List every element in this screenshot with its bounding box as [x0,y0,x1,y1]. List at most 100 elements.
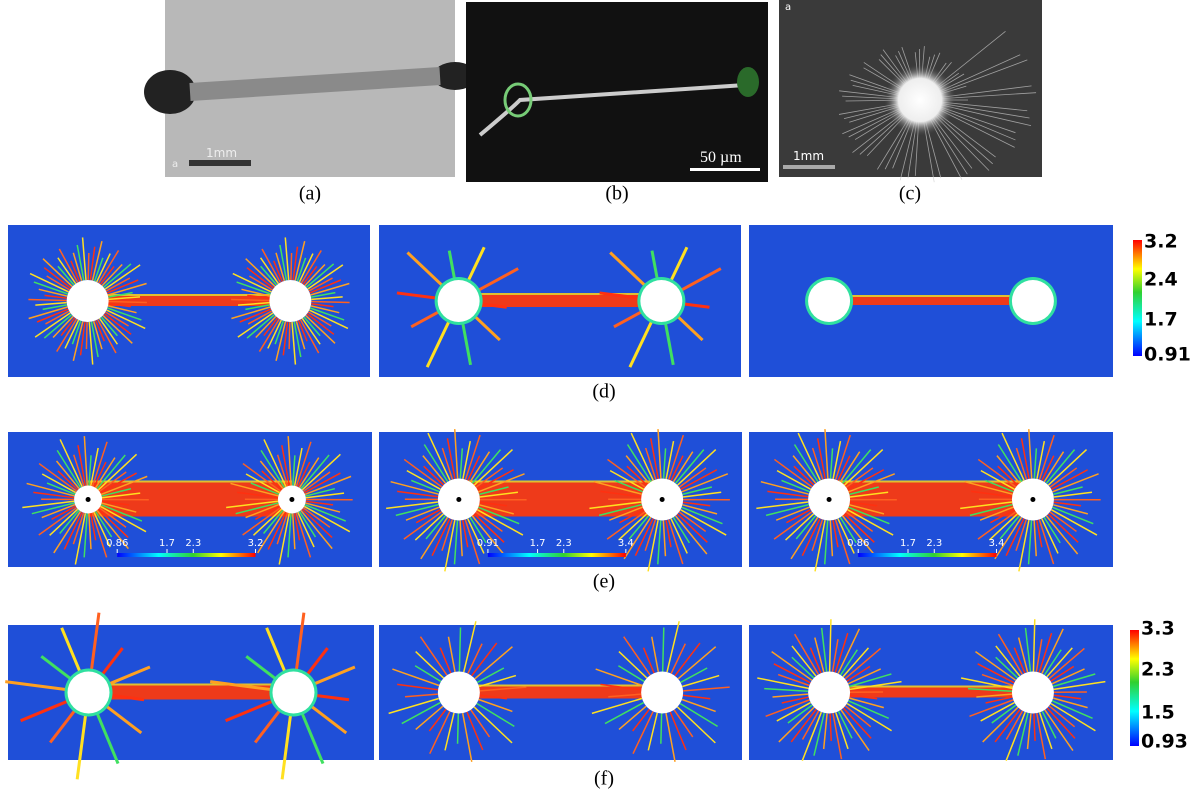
sim-ray [470,709,491,738]
sim-ray [994,516,1023,560]
sim-bridge-edge [829,480,1033,483]
sim-ray [479,501,508,507]
sim-ray [28,298,67,302]
sim-ray [776,701,811,722]
sim-ray [77,445,87,486]
sim-ray [1050,665,1075,682]
colorbar-tick-label: 2.3 [926,538,942,549]
sim-ray [388,697,439,715]
sim-ray [265,627,287,674]
sim-ray [478,674,517,688]
sim-ray [846,665,871,682]
sim-ray [670,518,688,554]
sim-ray [1005,710,1024,740]
sim-ray [662,448,667,479]
sim-ray [600,683,642,691]
sim-ray [91,241,103,281]
sim-ray [278,513,290,565]
sim-ray [1038,712,1053,750]
scale-label: 1mm [793,149,824,163]
sim-ray [310,282,350,296]
sim-ray [473,706,513,744]
sim-ray [33,491,75,499]
sim-ray [1053,694,1082,700]
photo-shape [189,67,441,101]
sim-ray [267,319,283,349]
sim-ray [297,320,308,342]
sim-ray [386,501,439,510]
sim-ray [232,272,272,293]
sim-ray [87,252,90,281]
sim-ray [847,509,894,536]
sim-ray [681,302,710,309]
sim-ray [1047,449,1088,486]
sim-ray [682,504,718,515]
colorbar-tick-label: 0.91 [477,538,499,549]
sim-ray [253,708,282,744]
sim-hole [1011,280,1054,322]
sim-ray [57,265,75,286]
sim-ray [839,516,857,544]
sim-ray [1038,632,1053,673]
sim-ray [609,506,643,521]
sim-ray [461,321,473,366]
sim-ray [91,441,108,487]
sim-ray [681,473,729,493]
sim-ray [459,448,464,479]
sim-ray [107,665,151,686]
sim-ray [99,505,147,533]
panel-label: (e) [593,571,615,593]
sim-ray [89,612,101,672]
sim-ray [305,492,345,499]
sim-ray [459,520,463,557]
sim-ray [300,509,333,550]
sim-ray [1017,637,1029,673]
sim-ray [108,302,131,308]
sim-ray [97,508,129,539]
sim-ray [1005,711,1026,761]
sim-ray [847,469,885,491]
sim-ray [790,516,819,560]
sim-ray [847,668,882,685]
sim-bridge [458,686,663,699]
sim-ray [311,300,350,304]
sim-ray [1051,469,1088,491]
sim-ray [297,511,315,548]
sim-ray [969,699,1014,717]
sim-ray [809,647,822,674]
sim-ray [849,486,879,496]
sim-ray [811,447,824,480]
sim-ray [311,302,334,308]
sim-ray [626,444,652,483]
sim-ray [81,237,87,281]
sim-ray [284,237,290,281]
sim-ray [101,487,132,497]
sim-ray [801,518,821,557]
scale-label: 50 µm [700,149,742,166]
node-dot [85,497,91,502]
sim-ray [1043,451,1065,483]
sim-ray [829,520,834,557]
sim-ray [1043,649,1062,676]
sim-ray [814,637,825,673]
sim-ray [49,508,79,536]
sim-ray [100,647,124,677]
sim-ray [841,449,872,484]
sim-ray [678,511,707,533]
sim-ray [801,710,820,740]
sim-ray [670,643,687,674]
sim-ray [298,510,317,538]
simulation-panel [749,225,1113,377]
sim-ray [828,619,832,672]
sim-ray [964,480,1013,495]
sim-ray [309,309,349,330]
sim-ray [99,266,115,285]
sim-ray [822,713,828,750]
sim-ray [107,305,137,314]
sim-ray [813,712,825,756]
sim-ray [72,512,85,545]
sim-ray [230,482,279,497]
sim-ray [415,651,445,679]
sim-ray [302,266,318,285]
sim-ray [989,508,1015,524]
